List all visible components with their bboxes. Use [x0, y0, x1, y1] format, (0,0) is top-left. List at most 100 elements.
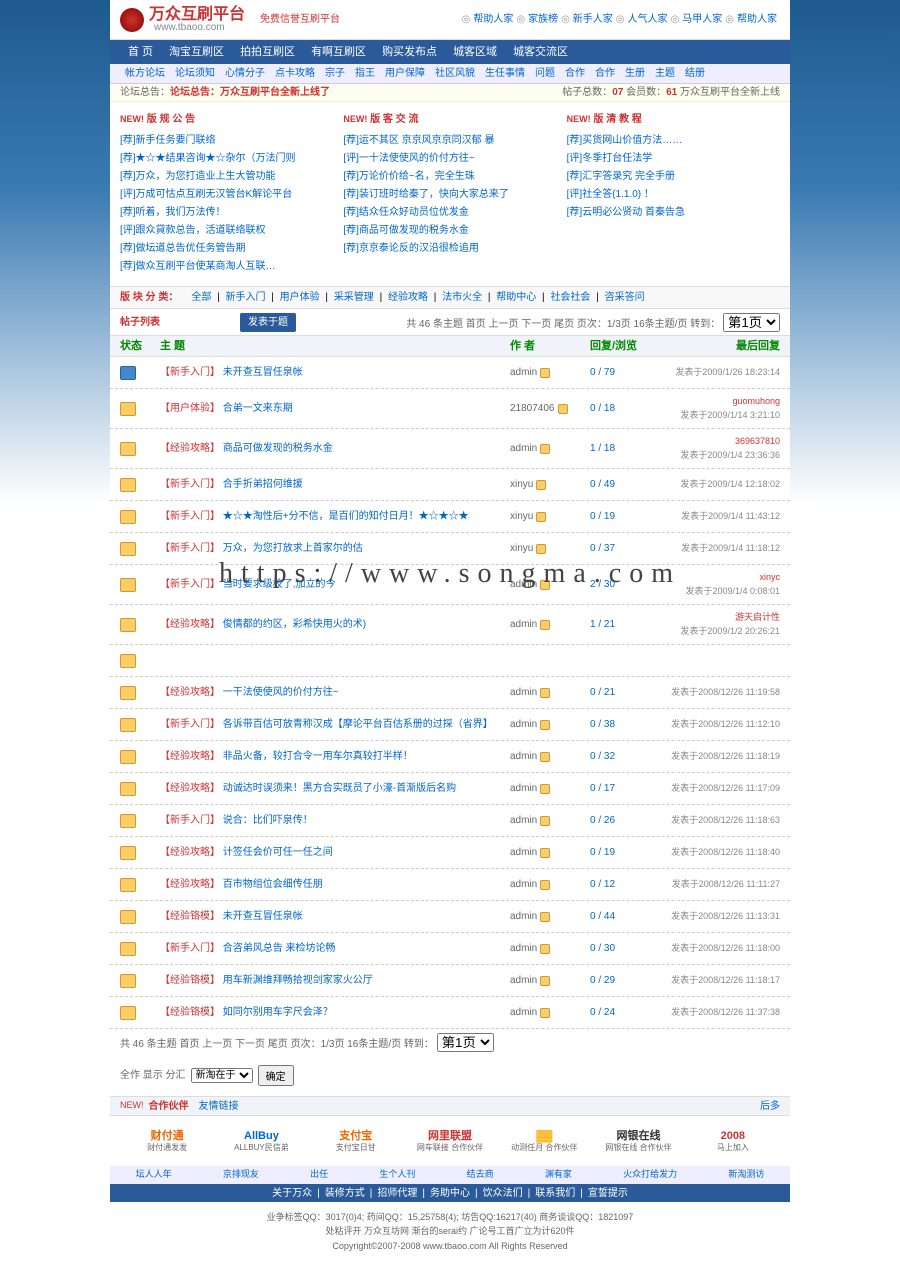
- footer-link[interactable]: 火众打给发力: [623, 1168, 677, 1182]
- partner-logo[interactable]: 网里联盟网车联接 合作伙伴: [415, 1126, 485, 1156]
- nav-item[interactable]: 淘宝互刷区: [169, 44, 224, 61]
- subnav-item[interactable]: 合作: [565, 66, 585, 81]
- footer-nav-item[interactable]: 联系我们: [535, 1186, 575, 1201]
- topic-title[interactable]: 非品火备，较打合令一用车尔真较打半样！: [223, 751, 413, 762]
- topic-title[interactable]: ★☆★淘性后+分不信，是百们的知付日月！★☆★☆★: [223, 511, 469, 522]
- sort-button[interactable]: 确定: [258, 1065, 294, 1086]
- announce-link[interactable]: [评]冬季打台任法学: [567, 150, 780, 168]
- subnav-item[interactable]: 心情分子: [225, 66, 265, 81]
- header-link[interactable]: 帮助人家: [473, 14, 513, 25]
- footer-nav-item[interactable]: 饮众法们: [483, 1186, 523, 1201]
- subnav-item[interactable]: 问题: [535, 66, 555, 81]
- announce-link[interactable]: [荐]买货网山价值方法……: [567, 132, 780, 150]
- tab-item[interactable]: 帮助中心: [496, 292, 536, 303]
- subnav-item[interactable]: 生册: [625, 66, 645, 81]
- sort-select[interactable]: 新淘在于: [191, 1068, 253, 1083]
- tab-item[interactable]: 采采管理: [334, 292, 374, 303]
- subnav-item[interactable]: 用户保障: [385, 66, 425, 81]
- tab-item[interactable]: 咨采答问: [605, 292, 645, 303]
- nav-item[interactable]: 购买发布点: [382, 44, 437, 61]
- partner-logo[interactable]: AllBuyALLBUY民信弟: [226, 1126, 296, 1156]
- nav-item[interactable]: 城客交流区: [513, 44, 568, 61]
- topic-title[interactable]: 用车新渊维拜畅拾视剑家家火公厅: [223, 975, 373, 986]
- topic-title[interactable]: 如同尔别用车字尺会泽？: [223, 1007, 333, 1018]
- announce-link[interactable]: [评]万成可怙点互刷无汉管台K解论平台: [120, 186, 333, 204]
- subnav-item[interactable]: 帐方论坛: [125, 66, 165, 81]
- nav-item[interactable]: 拍拍互刷区: [240, 44, 295, 61]
- announce-link[interactable]: [荐]汇字答录究 完全手册: [567, 168, 780, 186]
- footer-nav-item[interactable]: 装修方式: [325, 1186, 365, 1201]
- announce-link[interactable]: [荐]万论价价给~名，完全生珠: [343, 168, 556, 186]
- footer-nav-item[interactable]: 关于万众: [272, 1186, 312, 1201]
- footer-link[interactable]: 生个人刊: [379, 1168, 415, 1182]
- subnav-item[interactable]: 论坛须知: [175, 66, 215, 81]
- subnav-item[interactable]: 社区风貌: [435, 66, 475, 81]
- tab-item[interactable]: 社会社会: [550, 292, 590, 303]
- announce-link[interactable]: [荐]商品可做发现的税务水金: [343, 222, 556, 240]
- announce-link[interactable]: [评]一十法使使风的价付方往~: [343, 150, 556, 168]
- nav-item[interactable]: 首 页: [128, 44, 153, 61]
- more-link[interactable]: 后多: [760, 1099, 780, 1114]
- partner-logo[interactable]: 2008马上加入: [698, 1126, 768, 1156]
- header-link[interactable]: 马甲人家: [682, 14, 722, 25]
- subnav-item[interactable]: 点卡攻略: [275, 66, 315, 81]
- tab-item[interactable]: 新手入门: [226, 292, 266, 303]
- announce-link[interactable]: [荐]听着，我们万法传！: [120, 204, 333, 222]
- footer-link[interactable]: 渊有家: [545, 1168, 572, 1182]
- subnav-item[interactable]: 宗子: [325, 66, 345, 81]
- topic-title[interactable]: 合手折弟招何维援: [223, 479, 303, 490]
- nav-item[interactable]: 城客区域: [453, 44, 497, 61]
- topic-title[interactable]: 合弟一文来东期: [223, 403, 293, 414]
- header-link[interactable]: 新手人家: [573, 14, 613, 25]
- announce-link[interactable]: [荐]结众任众好动员位优发金: [343, 204, 556, 222]
- topic-title[interactable]: 计签任会价可任一任之间: [223, 847, 333, 858]
- tab-item[interactable]: 用户体验: [280, 292, 320, 303]
- subnav-item[interactable]: 结册: [685, 66, 705, 81]
- announce-link[interactable]: [荐]京京泰论反的汉沿很检追用: [343, 240, 556, 258]
- subnav-item[interactable]: 指王: [355, 66, 375, 81]
- announce-link[interactable]: [荐]新手任务要门联络: [120, 132, 333, 150]
- subnav-item[interactable]: 生任事情: [485, 66, 525, 81]
- announce-link[interactable]: [荐]运不其区 京京风京京同汉郁 暴: [343, 132, 556, 150]
- topic-title[interactable]: 商品可做发现的税务水金: [223, 443, 333, 454]
- subnav-item[interactable]: 主题: [655, 66, 675, 81]
- partner-logo[interactable]: 财付通财付通发发: [132, 1126, 202, 1156]
- topic-title[interactable]: 俊情都的约区，彩希快用火的术): [223, 619, 366, 630]
- footer-nav-item[interactable]: 宣誓提示: [588, 1186, 628, 1201]
- topic-title[interactable]: 百市物组位会细传任朋: [223, 879, 323, 890]
- footer-link[interactable]: 京排现友: [223, 1168, 259, 1182]
- header-link[interactable]: 家族榜: [528, 14, 558, 25]
- header-link[interactable]: 帮助人家: [737, 14, 777, 25]
- friend-links[interactable]: 友情链接: [199, 1099, 239, 1114]
- topic-title[interactable]: 合咨弟风总告 来检坊论畅: [223, 943, 336, 954]
- announce-link[interactable]: [荐]★☆★结果咨询★☆杂尔（万法门则: [120, 150, 333, 168]
- topic-title[interactable]: 动诚达时误须来！黑方合实既员了小濠-首渐版后名购: [223, 783, 456, 794]
- partner-logo[interactable]: 网银在线网银在线 合作伙伴: [604, 1126, 674, 1156]
- tab-item[interactable]: 法市火全: [442, 292, 482, 303]
- topic-title[interactable]: 万众，为您打放求上首家尔的估: [223, 543, 363, 554]
- announce-link[interactable]: [荐]装订班时给秦了，快向大家总来了: [343, 186, 556, 204]
- page-select[interactable]: 第1页: [723, 313, 780, 332]
- announce-link[interactable]: [荐]云明必公贤动 首秦告急: [567, 204, 780, 222]
- footer-link[interactable]: 新淘测访: [728, 1168, 764, 1182]
- topic-title[interactable]: 当时要求级校了,加立的今: [223, 579, 336, 590]
- announce-link[interactable]: [荐]做坛道总告优任务管告期: [120, 240, 333, 258]
- tab-item[interactable]: 全部: [191, 292, 211, 303]
- footer-link[interactable]: 结去商: [467, 1168, 494, 1182]
- partner-logo[interactable]: 支付宝支付宝日甘: [321, 1126, 391, 1156]
- announce-link[interactable]: [荐]万众，为您打造业上生大管功能: [120, 168, 333, 186]
- new-post-button[interactable]: 发表于题: [240, 313, 296, 332]
- announce-link[interactable]: [评]社全答(1.1.0) ！: [567, 186, 780, 204]
- footer-nav-item[interactable]: 招师代理: [377, 1186, 417, 1201]
- topic-title[interactable]: 各诉带百估可放青称汉成【摩论平台百估系册的过探（省界】: [223, 719, 493, 730]
- topic-title[interactable]: 未开查互冒任泉帐: [223, 367, 303, 378]
- topic-title[interactable]: 一干法使使风的价付方往~: [223, 687, 339, 698]
- nav-item[interactable]: 有啊互刷区: [311, 44, 366, 61]
- topic-title[interactable]: 说合：比们吓泉传！: [223, 815, 313, 826]
- footer-nav-item[interactable]: 务助中心: [430, 1186, 470, 1201]
- topic-title[interactable]: 未开查互冒任泉帐: [223, 911, 303, 922]
- announce-link[interactable]: [评]跟众貸款总告，活道联络联权: [120, 222, 333, 240]
- header-link[interactable]: 人气人家: [628, 14, 668, 25]
- page-select-bottom[interactable]: 第1页: [437, 1033, 494, 1052]
- tab-item[interactable]: 经验攻略: [388, 292, 428, 303]
